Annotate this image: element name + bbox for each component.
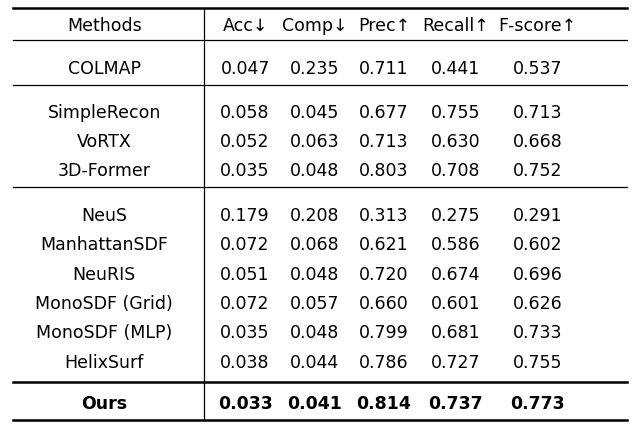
Text: HelixSurf: HelixSurf [65,354,144,371]
Text: 0.803: 0.803 [359,162,409,180]
Text: 0.677: 0.677 [359,104,409,122]
Text: 0.711: 0.711 [359,60,409,78]
Text: 0.275: 0.275 [431,207,481,225]
Text: 0.072: 0.072 [220,237,270,254]
Text: NeuS: NeuS [81,207,127,225]
Text: 0.035: 0.035 [220,324,270,342]
Text: 0.313: 0.313 [359,207,409,225]
Text: Comp↓: Comp↓ [282,17,348,35]
Text: F-score↑: F-score↑ [499,17,577,35]
Text: 0.737: 0.737 [428,395,483,413]
Text: 0.755: 0.755 [431,104,481,122]
Text: 0.051: 0.051 [220,266,270,284]
Text: 0.602: 0.602 [513,237,563,254]
Text: 0.235: 0.235 [290,60,340,78]
Text: 0.586: 0.586 [431,237,481,254]
Text: 0.621: 0.621 [359,237,409,254]
Text: 0.038: 0.038 [220,354,270,371]
Text: MonoSDF (MLP): MonoSDF (MLP) [36,324,172,342]
Text: 0.047: 0.047 [220,60,270,78]
Text: 0.537: 0.537 [513,60,563,78]
Text: 0.626: 0.626 [513,295,563,313]
Text: 0.755: 0.755 [513,354,563,371]
Text: 0.048: 0.048 [290,266,340,284]
Text: 0.773: 0.773 [510,395,565,413]
Text: Prec↑: Prec↑ [358,17,410,35]
Text: 0.681: 0.681 [431,324,481,342]
Text: SimpleRecon: SimpleRecon [47,104,161,122]
Text: COLMAP: COLMAP [68,60,141,78]
Text: 0.208: 0.208 [290,207,340,225]
Text: ManhattanSDF: ManhattanSDF [40,237,168,254]
Text: 0.696: 0.696 [513,266,563,284]
Text: 0.179: 0.179 [220,207,270,225]
Text: NeuRIS: NeuRIS [73,266,136,284]
Text: 0.713: 0.713 [513,104,563,122]
Text: 0.044: 0.044 [291,354,339,371]
Text: 0.668: 0.668 [513,133,563,151]
Text: 0.058: 0.058 [220,104,270,122]
Text: MonoSDF (Grid): MonoSDF (Grid) [35,295,173,313]
Text: 0.674: 0.674 [431,266,481,284]
Text: Ours: Ours [81,395,127,413]
Text: 0.048: 0.048 [290,162,340,180]
Text: 0.045: 0.045 [290,104,340,122]
Text: 0.713: 0.713 [359,133,409,151]
Text: 0.799: 0.799 [359,324,409,342]
Text: 0.601: 0.601 [431,295,481,313]
Text: 0.068: 0.068 [290,237,340,254]
Text: 0.814: 0.814 [356,395,412,413]
Text: 0.052: 0.052 [220,133,270,151]
Text: 0.033: 0.033 [218,395,273,413]
Text: 0.660: 0.660 [359,295,409,313]
Text: 0.063: 0.063 [290,133,340,151]
Text: 0.057: 0.057 [290,295,340,313]
Text: 0.786: 0.786 [359,354,409,371]
Text: VoRTX: VoRTX [77,133,132,151]
Text: 3D-Former: 3D-Former [58,162,151,180]
Text: 0.048: 0.048 [290,324,340,342]
Text: 0.727: 0.727 [431,354,481,371]
Text: Recall↑: Recall↑ [422,17,489,35]
Text: Methods: Methods [67,17,141,35]
Text: 0.041: 0.041 [287,395,342,413]
Text: 0.630: 0.630 [431,133,481,151]
Text: 0.035: 0.035 [220,162,270,180]
Text: 0.441: 0.441 [431,60,480,78]
Text: Acc↓: Acc↓ [223,17,268,35]
Text: 0.072: 0.072 [220,295,270,313]
Text: 0.733: 0.733 [513,324,563,342]
Text: 0.291: 0.291 [513,207,563,225]
Text: 0.752: 0.752 [513,162,563,180]
Text: 0.708: 0.708 [431,162,481,180]
Text: 0.720: 0.720 [359,266,409,284]
